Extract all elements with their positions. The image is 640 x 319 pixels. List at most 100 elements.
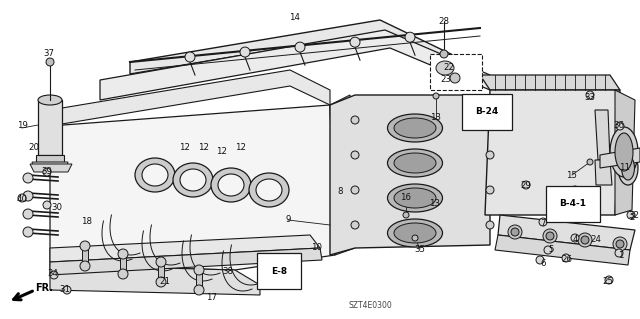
Circle shape [50,271,58,279]
Circle shape [43,201,51,209]
Circle shape [511,228,519,236]
Polygon shape [595,110,610,160]
Circle shape [486,221,494,229]
Polygon shape [38,100,62,155]
Text: 5: 5 [548,246,554,255]
Circle shape [185,52,195,62]
Circle shape [43,168,51,176]
Circle shape [351,186,359,194]
Circle shape [508,225,522,239]
Circle shape [194,265,204,275]
Ellipse shape [394,188,436,208]
Text: 22: 22 [444,63,454,71]
Circle shape [403,212,409,218]
Circle shape [156,277,166,287]
Ellipse shape [142,164,168,186]
Ellipse shape [387,219,442,247]
Circle shape [23,227,33,237]
Circle shape [605,276,613,284]
Polygon shape [36,155,64,162]
Circle shape [615,249,623,257]
Circle shape [562,254,570,262]
Text: 38: 38 [223,268,234,277]
Text: B-24: B-24 [476,108,499,116]
Circle shape [539,218,547,226]
Ellipse shape [394,118,436,138]
Text: 37: 37 [44,48,54,57]
Circle shape [536,256,544,264]
Text: 34: 34 [47,269,58,278]
Circle shape [616,240,624,248]
Text: 17: 17 [207,293,218,302]
Ellipse shape [218,174,244,196]
Polygon shape [100,30,490,100]
Ellipse shape [394,153,436,173]
Polygon shape [50,248,322,275]
Polygon shape [50,105,335,270]
Circle shape [46,58,54,66]
Ellipse shape [436,61,454,75]
Text: 4: 4 [572,235,578,244]
Circle shape [553,206,561,214]
Polygon shape [480,75,620,90]
Ellipse shape [211,168,251,202]
Text: 1: 1 [618,250,624,259]
Circle shape [295,42,305,52]
Text: 21: 21 [159,277,170,286]
Polygon shape [120,254,126,274]
Polygon shape [600,148,640,168]
Circle shape [412,235,418,241]
Circle shape [118,249,128,259]
Circle shape [544,246,552,254]
Circle shape [571,186,579,194]
Ellipse shape [135,158,175,192]
FancyBboxPatch shape [430,54,482,90]
Ellipse shape [394,223,436,243]
Circle shape [440,50,448,58]
Circle shape [450,73,460,83]
Polygon shape [330,95,490,255]
Polygon shape [330,95,355,255]
Ellipse shape [610,127,638,177]
Polygon shape [196,270,202,290]
Circle shape [486,151,494,159]
Circle shape [578,233,592,247]
Circle shape [194,285,204,295]
Text: 12: 12 [236,144,246,152]
Text: 29: 29 [552,204,563,212]
Text: 13: 13 [431,114,442,122]
Text: 9: 9 [285,216,291,225]
Text: 12: 12 [198,143,209,152]
Polygon shape [32,162,68,170]
Polygon shape [158,262,164,282]
Text: 28: 28 [438,18,449,26]
Circle shape [351,151,359,159]
Text: 36: 36 [614,122,625,130]
Polygon shape [595,160,612,185]
Polygon shape [50,235,320,262]
Text: 32: 32 [628,211,639,219]
Circle shape [616,122,624,130]
Text: 16: 16 [401,194,412,203]
Text: 12: 12 [179,144,191,152]
Ellipse shape [621,156,634,180]
Polygon shape [50,70,330,126]
Circle shape [571,234,579,242]
Circle shape [433,93,439,99]
Polygon shape [30,164,72,172]
Circle shape [80,241,90,251]
Circle shape [405,32,415,42]
Text: 20: 20 [29,143,40,152]
Text: 40: 40 [17,196,28,204]
Circle shape [23,209,33,219]
Text: 19: 19 [17,121,28,130]
Polygon shape [485,90,620,215]
Text: 39: 39 [42,167,52,176]
Text: 35: 35 [415,244,426,254]
Circle shape [350,37,360,47]
Ellipse shape [180,169,206,191]
Circle shape [522,181,530,189]
Ellipse shape [387,184,442,212]
Circle shape [23,173,33,183]
Text: SZT4E0300: SZT4E0300 [348,300,392,309]
